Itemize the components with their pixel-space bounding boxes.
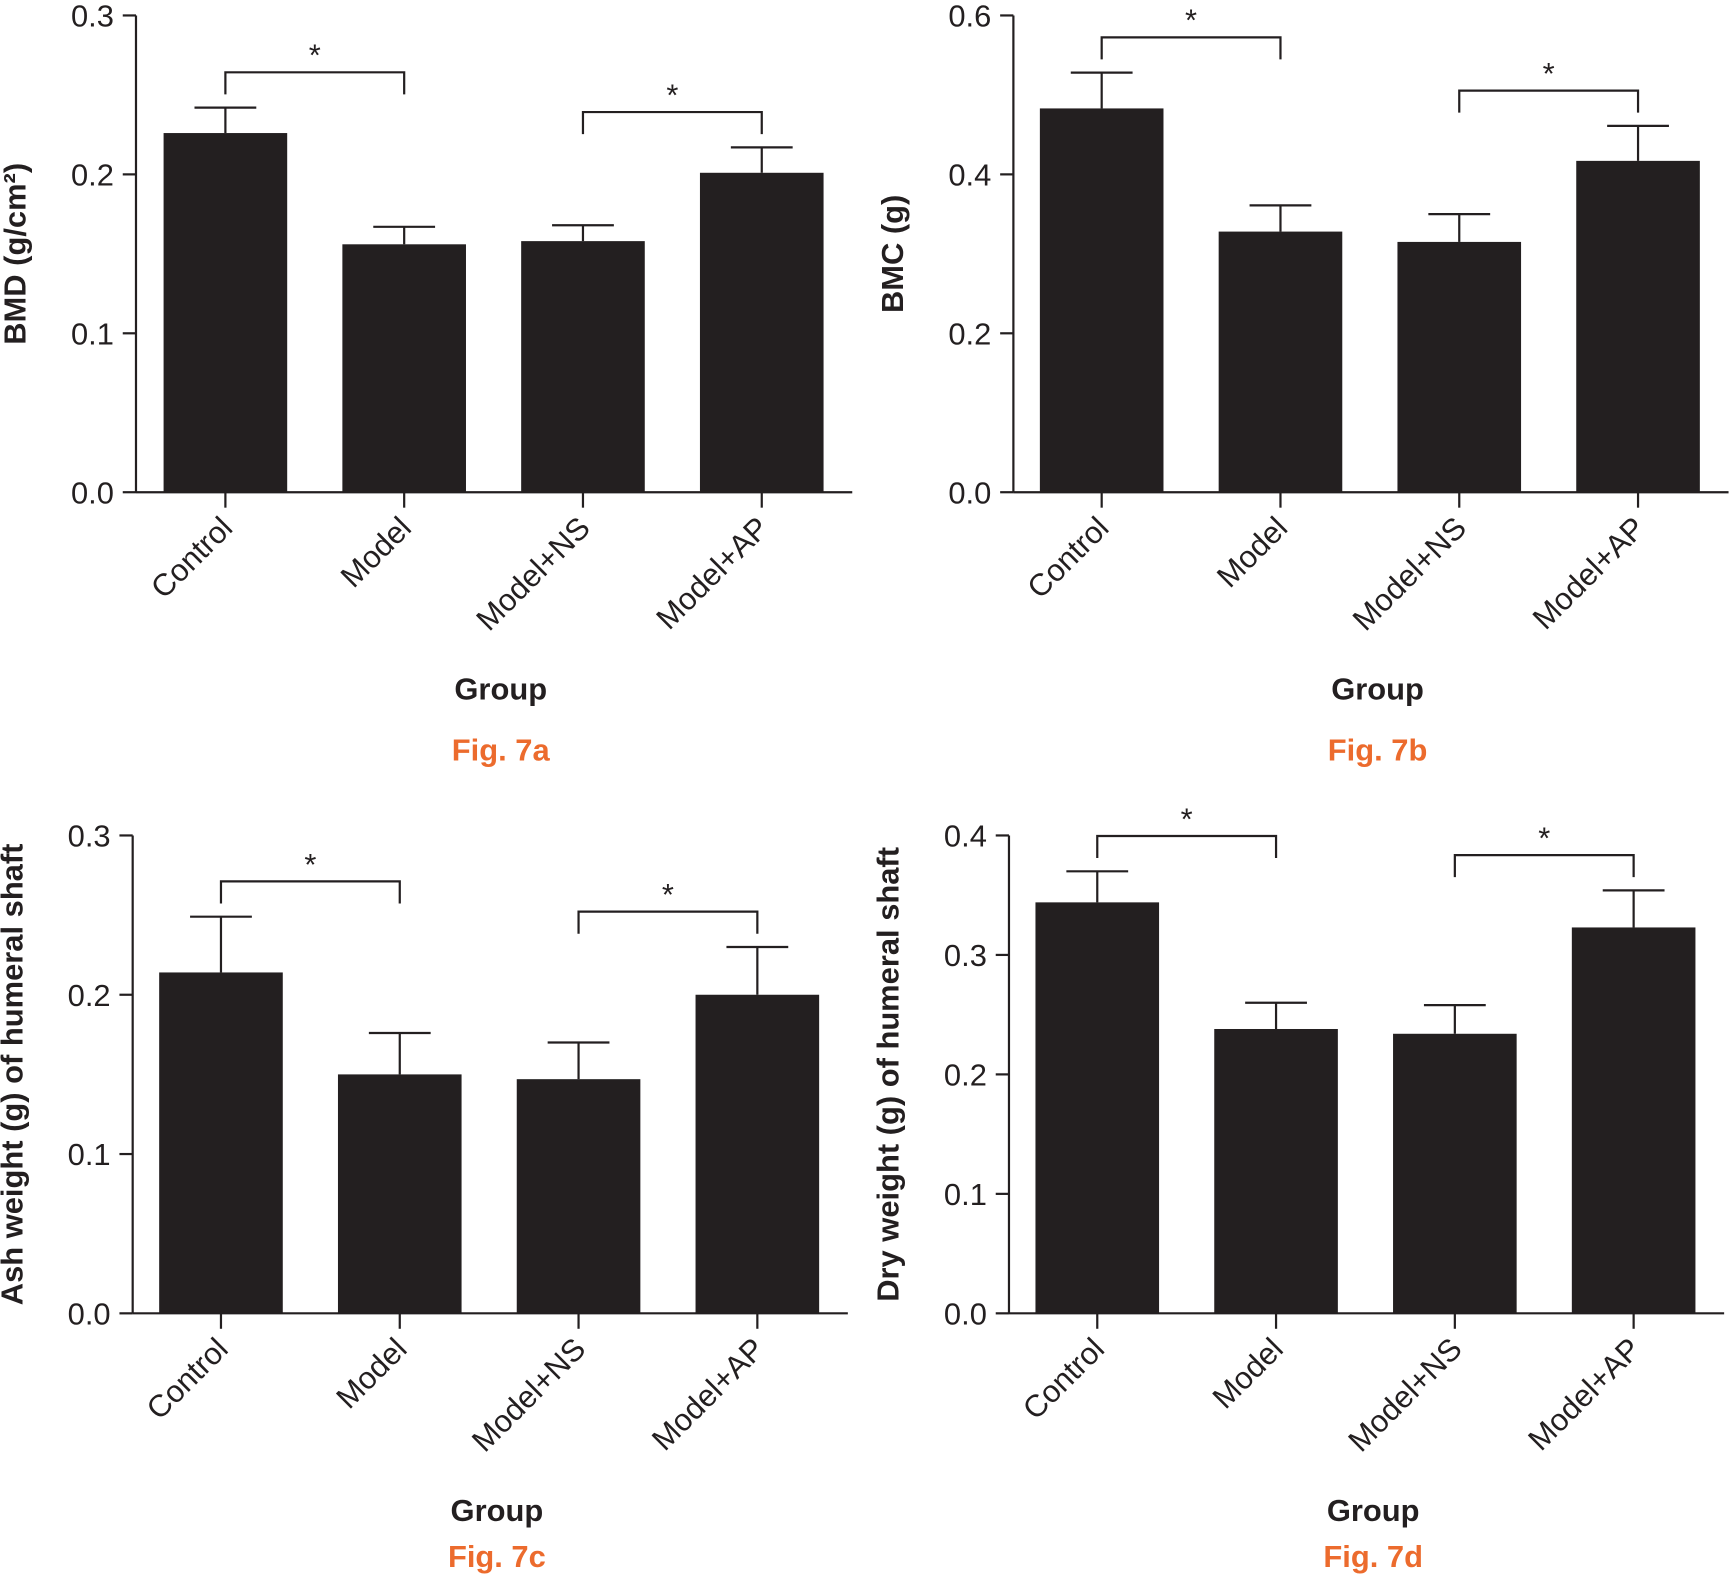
significance-bracket	[577, 910, 759, 934]
significance-bracket	[1458, 89, 1640, 113]
bar	[699, 172, 824, 493]
x-tick-label: Model	[334, 510, 418, 594]
bar	[1571, 927, 1696, 1314]
significance-bracket	[581, 110, 763, 135]
x-tick-label: Model	[1206, 1331, 1290, 1415]
bar	[342, 244, 466, 493]
bar	[516, 1079, 641, 1314]
significance-label: *	[304, 847, 316, 882]
bar	[1035, 902, 1160, 1314]
y-tick-label: 0.2	[948, 316, 991, 351]
y-tick-label: 0.0	[71, 475, 114, 510]
x-tick-label: Model+AP	[645, 1331, 771, 1457]
x-tick-label: Model+AP	[1526, 510, 1652, 636]
y-tick-label: 0.6	[948, 0, 991, 33]
y-tick-label: 0.3	[71, 0, 114, 33]
y-tick-label: 0.3	[68, 818, 111, 853]
figure-caption: Fig. 7b	[1328, 732, 1428, 767]
significance-label: *	[1538, 820, 1550, 855]
x-tick-label: Control	[144, 510, 239, 605]
y-tick-label: 0.0	[944, 1296, 987, 1331]
y-tick-label: 0.1	[71, 316, 114, 351]
x-tick-label: Control	[1020, 510, 1115, 605]
significance-bracket	[1100, 36, 1282, 60]
bar	[337, 1074, 462, 1314]
bar	[521, 241, 645, 493]
y-tick-label: 0.4	[944, 818, 987, 853]
bar	[1218, 231, 1343, 493]
x-tick-label: Model	[329, 1331, 413, 1415]
x-tick-label: Model+AP	[649, 510, 775, 636]
significance-bracket	[1096, 834, 1278, 859]
significance-label: *	[1181, 801, 1193, 836]
significance-label: *	[309, 38, 321, 73]
significance-bracket	[224, 71, 406, 95]
x-axis-label: Group	[1331, 672, 1424, 707]
figure-caption: Fig. 7a	[452, 732, 551, 767]
y-tick-label: 0.1	[944, 1177, 987, 1212]
x-tick-label: Model+NS	[1341, 1331, 1468, 1458]
figure-caption: Fig. 7c	[448, 1539, 546, 1574]
bar	[1393, 1033, 1517, 1314]
y-axis-label: BMD (g/cm²)	[0, 163, 33, 345]
significance-bracket	[219, 880, 401, 904]
bar	[1039, 108, 1164, 493]
y-axis-label: BMC (g)	[875, 195, 910, 313]
bar	[163, 133, 288, 493]
x-tick-label: Model+NS	[1346, 510, 1473, 637]
significance-label: *	[666, 77, 678, 112]
y-axis-label: Dry weight (g) of humeral shaft	[871, 847, 906, 1302]
x-axis-label: Group	[1327, 1493, 1420, 1528]
y-tick-label: 0.4	[948, 157, 991, 192]
x-tick-label: Control	[140, 1331, 235, 1426]
y-tick-label: 0.2	[68, 978, 111, 1013]
bar	[695, 994, 820, 1314]
y-tick-label: 0.2	[944, 1057, 987, 1092]
bar	[1576, 160, 1700, 493]
bar-chart: 0.0 0.2 0.4 0.6 Control Model Model+NS Model+AP…	[875, 0, 1729, 767]
y-axis-label: Ash weight (g) of humeral shaft	[0, 844, 29, 1306]
x-tick-label: Model	[1210, 510, 1294, 594]
bar	[1214, 1028, 1338, 1314]
x-tick-label: Model+NS	[465, 1331, 592, 1458]
figure-caption: Fig. 7d	[1323, 1539, 1423, 1574]
y-tick-label: 0.1	[68, 1137, 111, 1172]
x-axis-label: Group	[451, 1493, 544, 1528]
bar-chart: 0.0 0.1 0.2 0.3 Control Model Model+NS Model+AP…	[0, 0, 853, 767]
x-tick-label: Control	[1016, 1331, 1111, 1426]
y-tick-label: 0.2	[71, 157, 114, 192]
x-axis-label: Group	[454, 672, 547, 707]
significance-label: *	[1543, 56, 1555, 91]
significance-bracket	[1453, 853, 1635, 878]
bar	[159, 972, 283, 1314]
bar-chart: 0.0 0.1 0.2 0.3 0.4 Control Model Model+NS Model…	[871, 801, 1725, 1574]
bar-chart: 0.0 0.1 0.2 0.3 Control Model Model+NS Model+AP…	[0, 818, 848, 1574]
y-tick-label: 0.3	[944, 938, 987, 973]
significance-label: *	[1185, 3, 1197, 38]
bar	[1397, 241, 1522, 493]
y-tick-label: 0.0	[948, 475, 991, 510]
y-tick-label: 0.0	[68, 1296, 111, 1331]
significance-label: *	[662, 877, 674, 912]
x-tick-label: Model+NS	[469, 510, 596, 637]
x-tick-label: Model+AP	[1521, 1331, 1647, 1457]
